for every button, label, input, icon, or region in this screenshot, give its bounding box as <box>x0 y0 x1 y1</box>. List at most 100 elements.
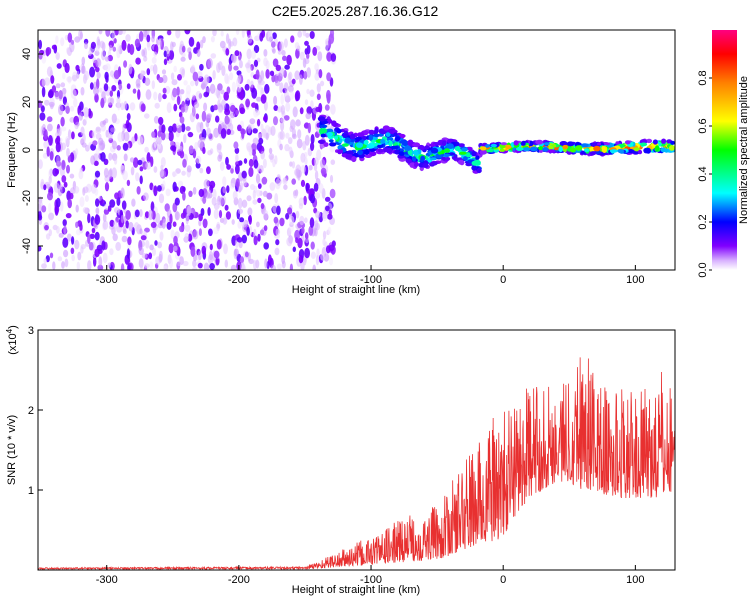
heatmap-cell <box>118 83 123 91</box>
heatmap-cell <box>271 41 276 48</box>
heatmap-cell <box>535 139 544 145</box>
heatmap-cell <box>109 70 115 77</box>
heatmap-cell <box>138 246 144 256</box>
heatmap-cell <box>172 221 177 227</box>
heatmap-cell <box>115 241 122 251</box>
heatmap-cell <box>205 120 210 128</box>
heatmap-cell <box>179 256 184 266</box>
heatmap-cell <box>138 31 144 42</box>
heatmap-cell <box>134 209 140 218</box>
heatmap-cell <box>222 217 228 225</box>
heatmap-cell <box>305 182 309 192</box>
heatmap-cell <box>166 102 172 114</box>
heatmap-cell <box>234 147 240 154</box>
heatmap-cell <box>268 153 275 160</box>
heatmap-cell <box>283 38 288 48</box>
heatmap-cell <box>280 117 286 123</box>
heatmap-cell <box>279 217 285 227</box>
heatmap-cell <box>82 119 87 126</box>
heatmap-cell <box>225 156 229 166</box>
heatmap-cell <box>151 131 156 138</box>
heatmap-cell <box>145 240 150 249</box>
heatmap-cell <box>260 87 264 97</box>
heatmap-cell <box>220 89 225 95</box>
heatmap-cell <box>275 239 280 246</box>
heatmap-cell <box>265 69 270 79</box>
heatmap-cell <box>328 244 335 251</box>
heatmap-cell <box>295 210 300 219</box>
heatmap-cell <box>441 140 447 147</box>
heatmap-cell <box>113 220 118 230</box>
heatmap-cell <box>377 148 384 153</box>
heatmap-cell <box>209 180 216 189</box>
heatmap-cell <box>94 214 101 225</box>
heatmap-cell <box>490 143 497 148</box>
heatmap-cell <box>181 45 186 53</box>
heatmap-cell <box>60 126 67 132</box>
heatmap-cell <box>336 128 342 134</box>
heatmap-cell <box>324 196 331 202</box>
heatmap-cell <box>237 221 242 229</box>
heatmap-cell <box>279 130 285 140</box>
heatmap-cell <box>185 213 189 225</box>
heatmap-cell <box>134 38 140 48</box>
heatmap-cell <box>277 49 282 55</box>
heatmap-cell <box>369 148 376 152</box>
heatmap-cell <box>79 101 84 111</box>
heatmap-cell <box>331 122 339 127</box>
heatmap-cell <box>282 177 288 185</box>
heatmap-cell <box>637 149 643 155</box>
heatmap-cell <box>103 167 109 178</box>
heatmap-cell <box>55 52 60 60</box>
heatmap-cell <box>98 137 104 146</box>
heatmap-cell <box>245 98 251 108</box>
heatmap-cell <box>153 137 157 148</box>
heatmap-cell <box>542 147 549 152</box>
heatmap-cell <box>125 34 131 42</box>
heatmap-cell <box>664 148 669 153</box>
heatmap-cell <box>500 142 508 146</box>
heatmap-cell <box>48 175 52 184</box>
heatmap-cell <box>300 152 306 163</box>
heatmap-cell <box>123 100 128 110</box>
heatmap-cell <box>328 33 335 44</box>
heatmap-cell <box>246 48 252 60</box>
heatmap-cell <box>79 223 83 231</box>
heatmap-cell <box>153 166 158 173</box>
heatmap-cell <box>413 150 419 156</box>
heatmap-cell <box>640 142 648 147</box>
heatmap-cell <box>46 116 53 123</box>
heatmap-cell <box>314 63 319 71</box>
heatmap-cell <box>102 220 109 230</box>
heatmap-cell <box>298 255 303 264</box>
heatmap-cell <box>125 210 131 220</box>
heatmap-cell <box>593 145 601 152</box>
heatmap-cell <box>89 66 96 78</box>
heatmap-cell <box>226 164 232 170</box>
heatmap-cell <box>407 140 412 146</box>
heatmap-cell <box>241 170 247 179</box>
heatmap-cell <box>158 116 164 125</box>
heatmap-cell <box>170 72 175 81</box>
heatmap-cell <box>87 50 92 56</box>
heatmap-cell <box>238 241 243 249</box>
heatmap-cell <box>205 192 210 199</box>
heatmap-cell <box>132 157 139 168</box>
heatmap-cell <box>181 123 186 133</box>
heatmap-cell <box>515 147 524 151</box>
heatmap-cell <box>199 63 204 71</box>
heatmap-cell <box>56 197 61 208</box>
snr-plot: -300 -200 -100 0 100 1 2 3 Height of straight … <box>5 325 676 596</box>
heatmap-cell <box>113 70 120 80</box>
heatmap-cell <box>174 141 180 148</box>
heatmap-cell <box>236 84 242 93</box>
heatmap-cell <box>78 30 83 41</box>
heatmap-cell <box>196 71 203 79</box>
heatmap-cell <box>241 30 245 38</box>
heatmap-cell <box>47 90 54 99</box>
heatmap-cell <box>320 80 325 87</box>
heatmap-cell <box>96 244 103 251</box>
heatmap-cell <box>70 105 75 112</box>
heatmap-cell <box>257 233 261 242</box>
